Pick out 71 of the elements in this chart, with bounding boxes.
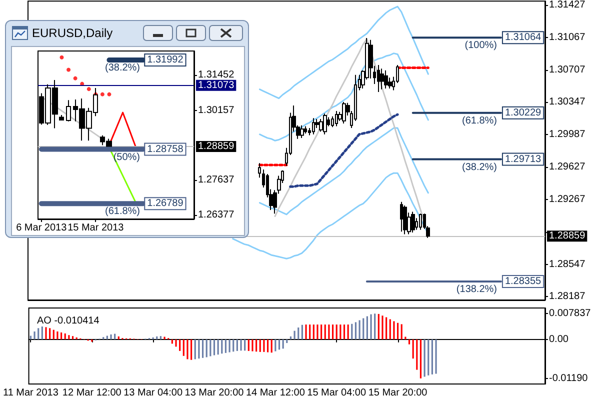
y-tick-label: 1.31427 <box>549 0 586 10</box>
candlestick <box>342 101 346 124</box>
y-tick-label: 1.29987 <box>549 129 586 140</box>
candlestick <box>377 64 380 93</box>
data-label: 1.29713 <box>504 154 542 165</box>
candlestick <box>304 126 307 134</box>
candlestick <box>335 110 338 127</box>
line-series <box>258 127 429 216</box>
candlestick <box>380 68 384 90</box>
x-tick-label: 12 Mar 12:00 <box>62 388 122 398</box>
x-tick-label: 15 Mar 2013 <box>68 222 124 234</box>
candlestick <box>411 211 415 233</box>
candlestick <box>258 162 261 178</box>
candlestick <box>384 70 388 89</box>
y-tick-label: 1.31452 <box>198 69 235 80</box>
candlestick <box>403 204 407 235</box>
candlestick <box>323 113 327 135</box>
y-tick-label: -0.01190 <box>549 373 588 384</box>
y-tick-label: 1.26377 <box>198 209 235 220</box>
data-label: 1.30229 <box>504 107 542 118</box>
ref-line-label: 1.28859 <box>549 230 586 242</box>
x-tick-label: 13 Mar 20:00 <box>184 388 244 398</box>
candlestick <box>312 118 315 135</box>
candlestick <box>400 201 403 232</box>
x-tick-label: 14 Mar 12:00 <box>246 388 306 398</box>
line-series <box>232 172 429 260</box>
x-tick-label: 6 Mar 2013 <box>16 222 68 234</box>
data-label: 1.28355 <box>504 276 542 288</box>
point <box>107 92 112 96</box>
y-tick-label: 1.28547 <box>549 258 586 270</box>
point <box>100 92 104 96</box>
x-tick-label: 13 Mar 04:00 <box>124 388 183 398</box>
chart-title: EURUSD,Daily <box>32 26 113 40</box>
x-tick-label: 11 Mar 2013 <box>2 388 59 398</box>
line-series <box>258 6 429 100</box>
text: AO -0.010414 <box>37 316 100 326</box>
point <box>73 76 78 80</box>
y-tick-label: 1.30707 <box>549 64 586 76</box>
y-tick-label: 1.30347 <box>549 96 586 108</box>
point <box>66 68 71 72</box>
annotation: (61.8%) <box>104 206 140 218</box>
y-tick-label: 1.28187 <box>549 291 586 302</box>
ref-line-label: 1.31073 <box>198 80 235 91</box>
point <box>60 55 64 60</box>
y-tick-label: 1.30157 <box>198 105 235 116</box>
y-tick-label: 1.27637 <box>198 174 235 186</box>
y-tick-label: 0.00 <box>549 334 569 345</box>
candlestick <box>300 124 304 138</box>
data-label: 1.26789 <box>147 198 184 210</box>
data-label: 1.31992 <box>147 54 184 66</box>
annotation: (138.2%) <box>456 284 497 296</box>
candlestick <box>66 100 71 122</box>
candlestick <box>59 114 64 122</box>
line-series <box>289 113 399 188</box>
y-tick-label: 1.31067 <box>549 32 586 43</box>
line-series <box>258 52 429 142</box>
y-tick-label: 0.007837 <box>549 308 592 319</box>
data-label: 1.28758 <box>147 144 184 155</box>
candlestick <box>419 213 422 230</box>
annotation: (38.2%) <box>462 162 497 173</box>
x-tick-label: 15 Mar 04:00 <box>307 388 366 398</box>
y-tick-label: 1.29627 <box>549 162 586 173</box>
y-tick-label: 1.29267 <box>549 194 586 205</box>
data-label: 1.31064 <box>504 32 542 44</box>
annotation: (61.8%) <box>462 115 497 126</box>
annotation: (100%) <box>464 40 497 52</box>
ref-line-label: 1.28859 <box>198 140 235 152</box>
x-tick-label: 15 Mar 20:00 <box>368 388 428 398</box>
annotation: (38.2%) <box>104 62 140 74</box>
point <box>86 87 91 92</box>
annotation: (50%) <box>113 152 140 163</box>
